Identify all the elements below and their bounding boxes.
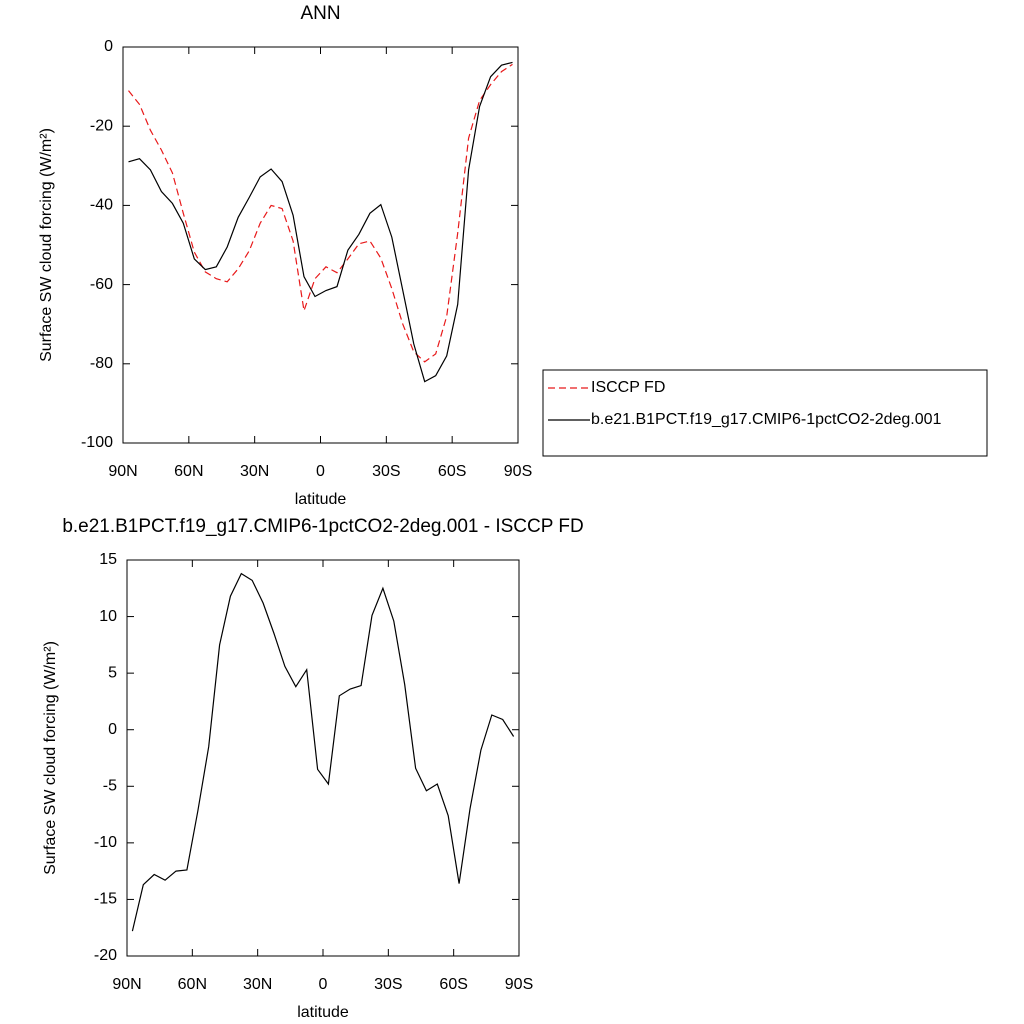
legend-box — [542, 369, 988, 457]
y-tick-label: -80 — [90, 355, 113, 372]
x-tick-label: 0 — [316, 463, 325, 480]
plot-frame — [126, 559, 520, 957]
series-line — [128, 61, 513, 383]
y-tick-label: 0 — [108, 721, 117, 738]
x-tick-label: 30N — [243, 976, 272, 993]
y-tick-label: -5 — [103, 778, 117, 795]
y-tick-label: -10 — [94, 834, 117, 851]
x-tick-label: 60S — [438, 463, 466, 480]
y-axis-label: Surface SW cloud forcing (W/m²) — [38, 128, 55, 362]
y-tick-label: -20 — [90, 117, 113, 134]
x-tick-label: 60N — [174, 463, 203, 480]
y-tick-label: -100 — [81, 434, 113, 451]
plot-frame — [122, 46, 519, 444]
y-tick-label: -40 — [90, 197, 113, 214]
x-tick-label: 90S — [505, 976, 533, 993]
y-tick-label: -60 — [90, 276, 113, 293]
y-tick-label: -20 — [94, 947, 117, 964]
legend-label: b.e21.B1PCT.f19_g17.CMIP6-1pctCO2-2deg.0… — [591, 411, 942, 428]
y-tick-label: 0 — [104, 38, 113, 55]
y-axis-label: Surface SW cloud forcing (W/m²) — [42, 641, 59, 875]
chart-title: b.e21.B1PCT.f19_g17.CMIP6-1pctCO2-2deg.0… — [62, 516, 583, 537]
y-tick-label: -15 — [94, 891, 117, 908]
x-axis-label: latitude — [297, 1004, 349, 1021]
y-tick-label: 5 — [108, 664, 117, 681]
x-tick-label: 90S — [504, 463, 532, 480]
x-tick-label: 90N — [112, 976, 141, 993]
x-tick-label: 30N — [240, 463, 269, 480]
series-line — [131, 572, 515, 932]
chart-title: ANN — [300, 3, 340, 24]
legend-label: ISCCP FD — [591, 379, 665, 396]
x-tick-label: 90N — [108, 463, 137, 480]
y-tick-label: 15 — [99, 551, 117, 568]
series-line — [128, 63, 513, 363]
x-tick-label: 60S — [439, 976, 467, 993]
y-tick-label: 10 — [99, 608, 117, 625]
x-tick-label: 30S — [374, 976, 402, 993]
x-axis-label: latitude — [295, 491, 347, 508]
x-tick-label: 0 — [319, 976, 328, 993]
x-tick-label: 30S — [372, 463, 400, 480]
x-tick-label: 60N — [178, 976, 207, 993]
